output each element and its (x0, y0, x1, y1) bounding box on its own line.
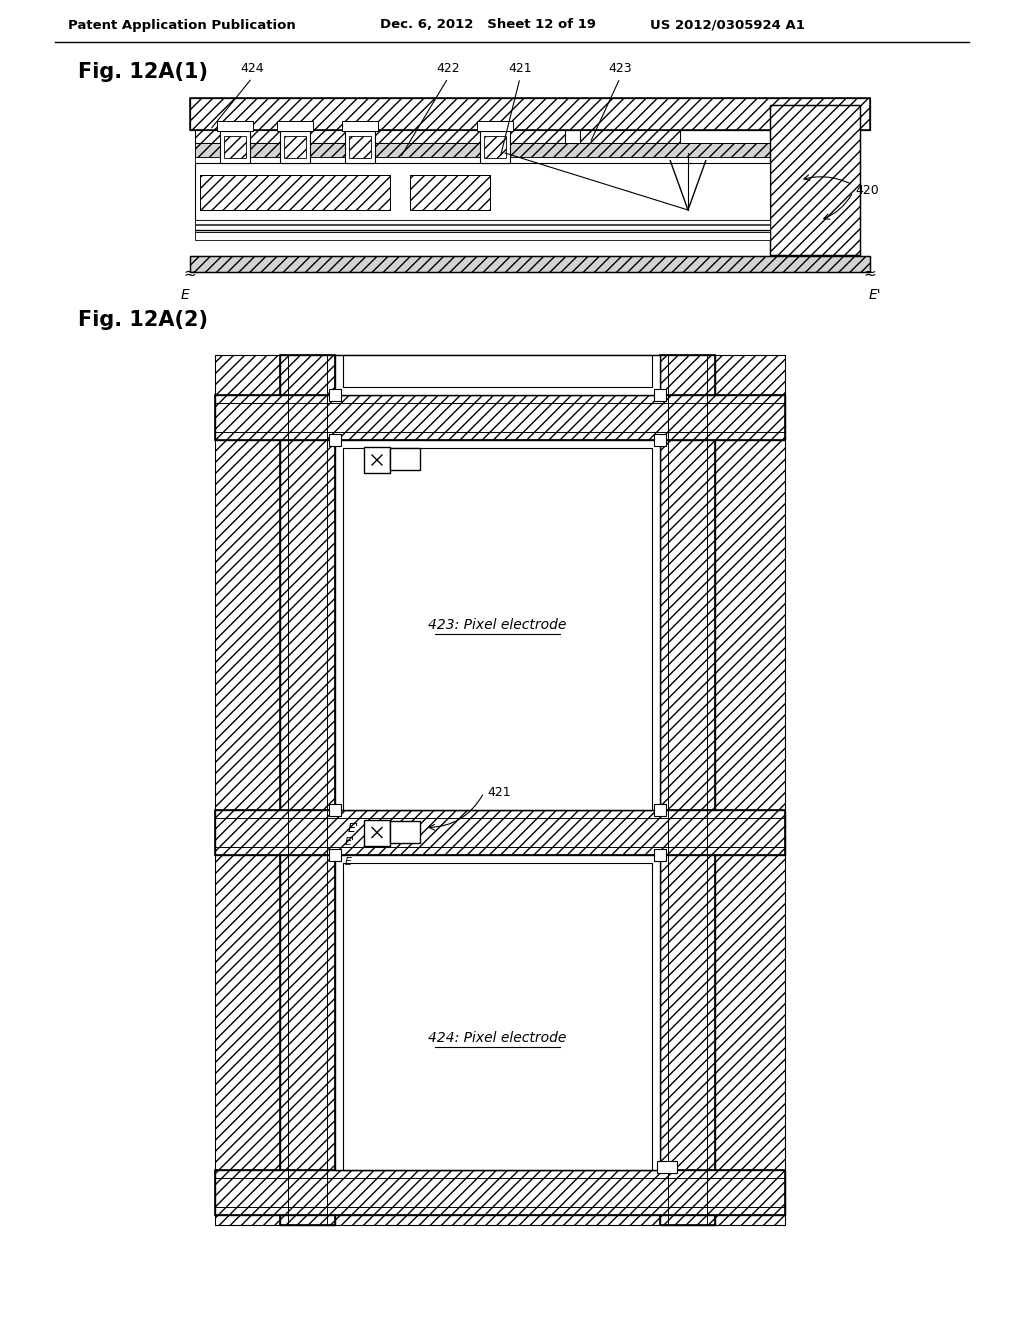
Bar (480, 131, 510, 162)
Bar (335, 440, 660, 810)
Text: 421: 421 (487, 785, 511, 799)
Bar (195, 232, 770, 240)
Bar (280, 355, 335, 1225)
Bar (195, 129, 565, 143)
Bar (335, 355, 660, 395)
Bar (200, 176, 390, 210)
Bar (657, 1162, 677, 1173)
Bar (195, 162, 770, 220)
Text: Fig. 12A(2): Fig. 12A(2) (78, 310, 208, 330)
Bar (190, 256, 870, 272)
Bar (280, 355, 335, 1225)
Bar (654, 434, 666, 446)
Bar (224, 136, 246, 158)
Text: 424: Pixel electrode: 424: Pixel electrode (428, 1031, 566, 1044)
Bar (364, 447, 390, 473)
Bar (390, 821, 420, 842)
Text: 420: 420 (855, 183, 879, 197)
Bar (195, 157, 815, 162)
Bar (190, 98, 870, 129)
Bar (364, 820, 390, 846)
Bar (580, 129, 680, 143)
Bar (770, 106, 860, 255)
Bar (215, 355, 785, 1225)
Bar (195, 220, 770, 232)
Bar (390, 447, 420, 470)
Bar (343, 447, 652, 810)
Text: E': E' (348, 822, 359, 836)
Bar (215, 355, 785, 1225)
Bar (410, 176, 490, 210)
Bar (342, 121, 378, 131)
Bar (329, 804, 341, 816)
Bar (654, 804, 666, 816)
Bar (278, 121, 313, 131)
Bar (477, 121, 513, 131)
Bar (190, 98, 870, 129)
Bar (654, 849, 666, 861)
Bar (195, 143, 815, 157)
Text: 421: 421 (508, 62, 531, 75)
Bar (215, 395, 785, 440)
Bar (195, 143, 815, 157)
Text: E': E' (868, 288, 882, 302)
Bar (215, 1170, 785, 1214)
Bar (217, 121, 253, 131)
Bar (195, 129, 565, 143)
Bar (390, 447, 420, 470)
Bar (390, 821, 420, 842)
Text: Patent Application Publication: Patent Application Publication (68, 18, 296, 32)
Bar (343, 355, 652, 387)
Bar (200, 176, 390, 210)
Text: E': E' (345, 837, 355, 847)
Bar (343, 863, 652, 1170)
Bar (364, 447, 390, 473)
Bar (329, 849, 341, 861)
Bar (329, 434, 341, 446)
Bar (654, 389, 666, 401)
Text: 423: Pixel electrode: 423: Pixel electrode (428, 618, 566, 632)
Text: E: E (180, 288, 189, 302)
Bar (364, 820, 390, 846)
Text: ≈: ≈ (863, 265, 877, 281)
Bar (345, 131, 375, 162)
Text: ≈: ≈ (183, 265, 197, 281)
Bar (215, 1170, 785, 1214)
Bar (410, 176, 490, 210)
Bar (220, 131, 250, 162)
Text: Fig. 12A(1): Fig. 12A(1) (78, 62, 208, 82)
Text: Dec. 6, 2012   Sheet 12 of 19: Dec. 6, 2012 Sheet 12 of 19 (380, 18, 596, 32)
Text: US 2012/0305924 A1: US 2012/0305924 A1 (650, 18, 805, 32)
Bar (215, 395, 785, 440)
Bar (215, 810, 785, 855)
Bar (190, 256, 870, 272)
Bar (215, 810, 785, 855)
Text: 423: 423 (608, 62, 632, 75)
Bar (349, 136, 371, 158)
Bar (660, 355, 715, 1225)
Bar (484, 136, 506, 158)
Bar (770, 106, 860, 255)
Bar (284, 136, 306, 158)
Text: E: E (345, 857, 352, 867)
Bar (195, 220, 770, 232)
Bar (329, 389, 341, 401)
Bar (335, 855, 660, 1170)
Text: 424: 424 (241, 62, 264, 75)
Text: 422: 422 (436, 62, 460, 75)
Bar (280, 131, 310, 162)
Bar (580, 129, 680, 143)
Bar (660, 355, 715, 1225)
